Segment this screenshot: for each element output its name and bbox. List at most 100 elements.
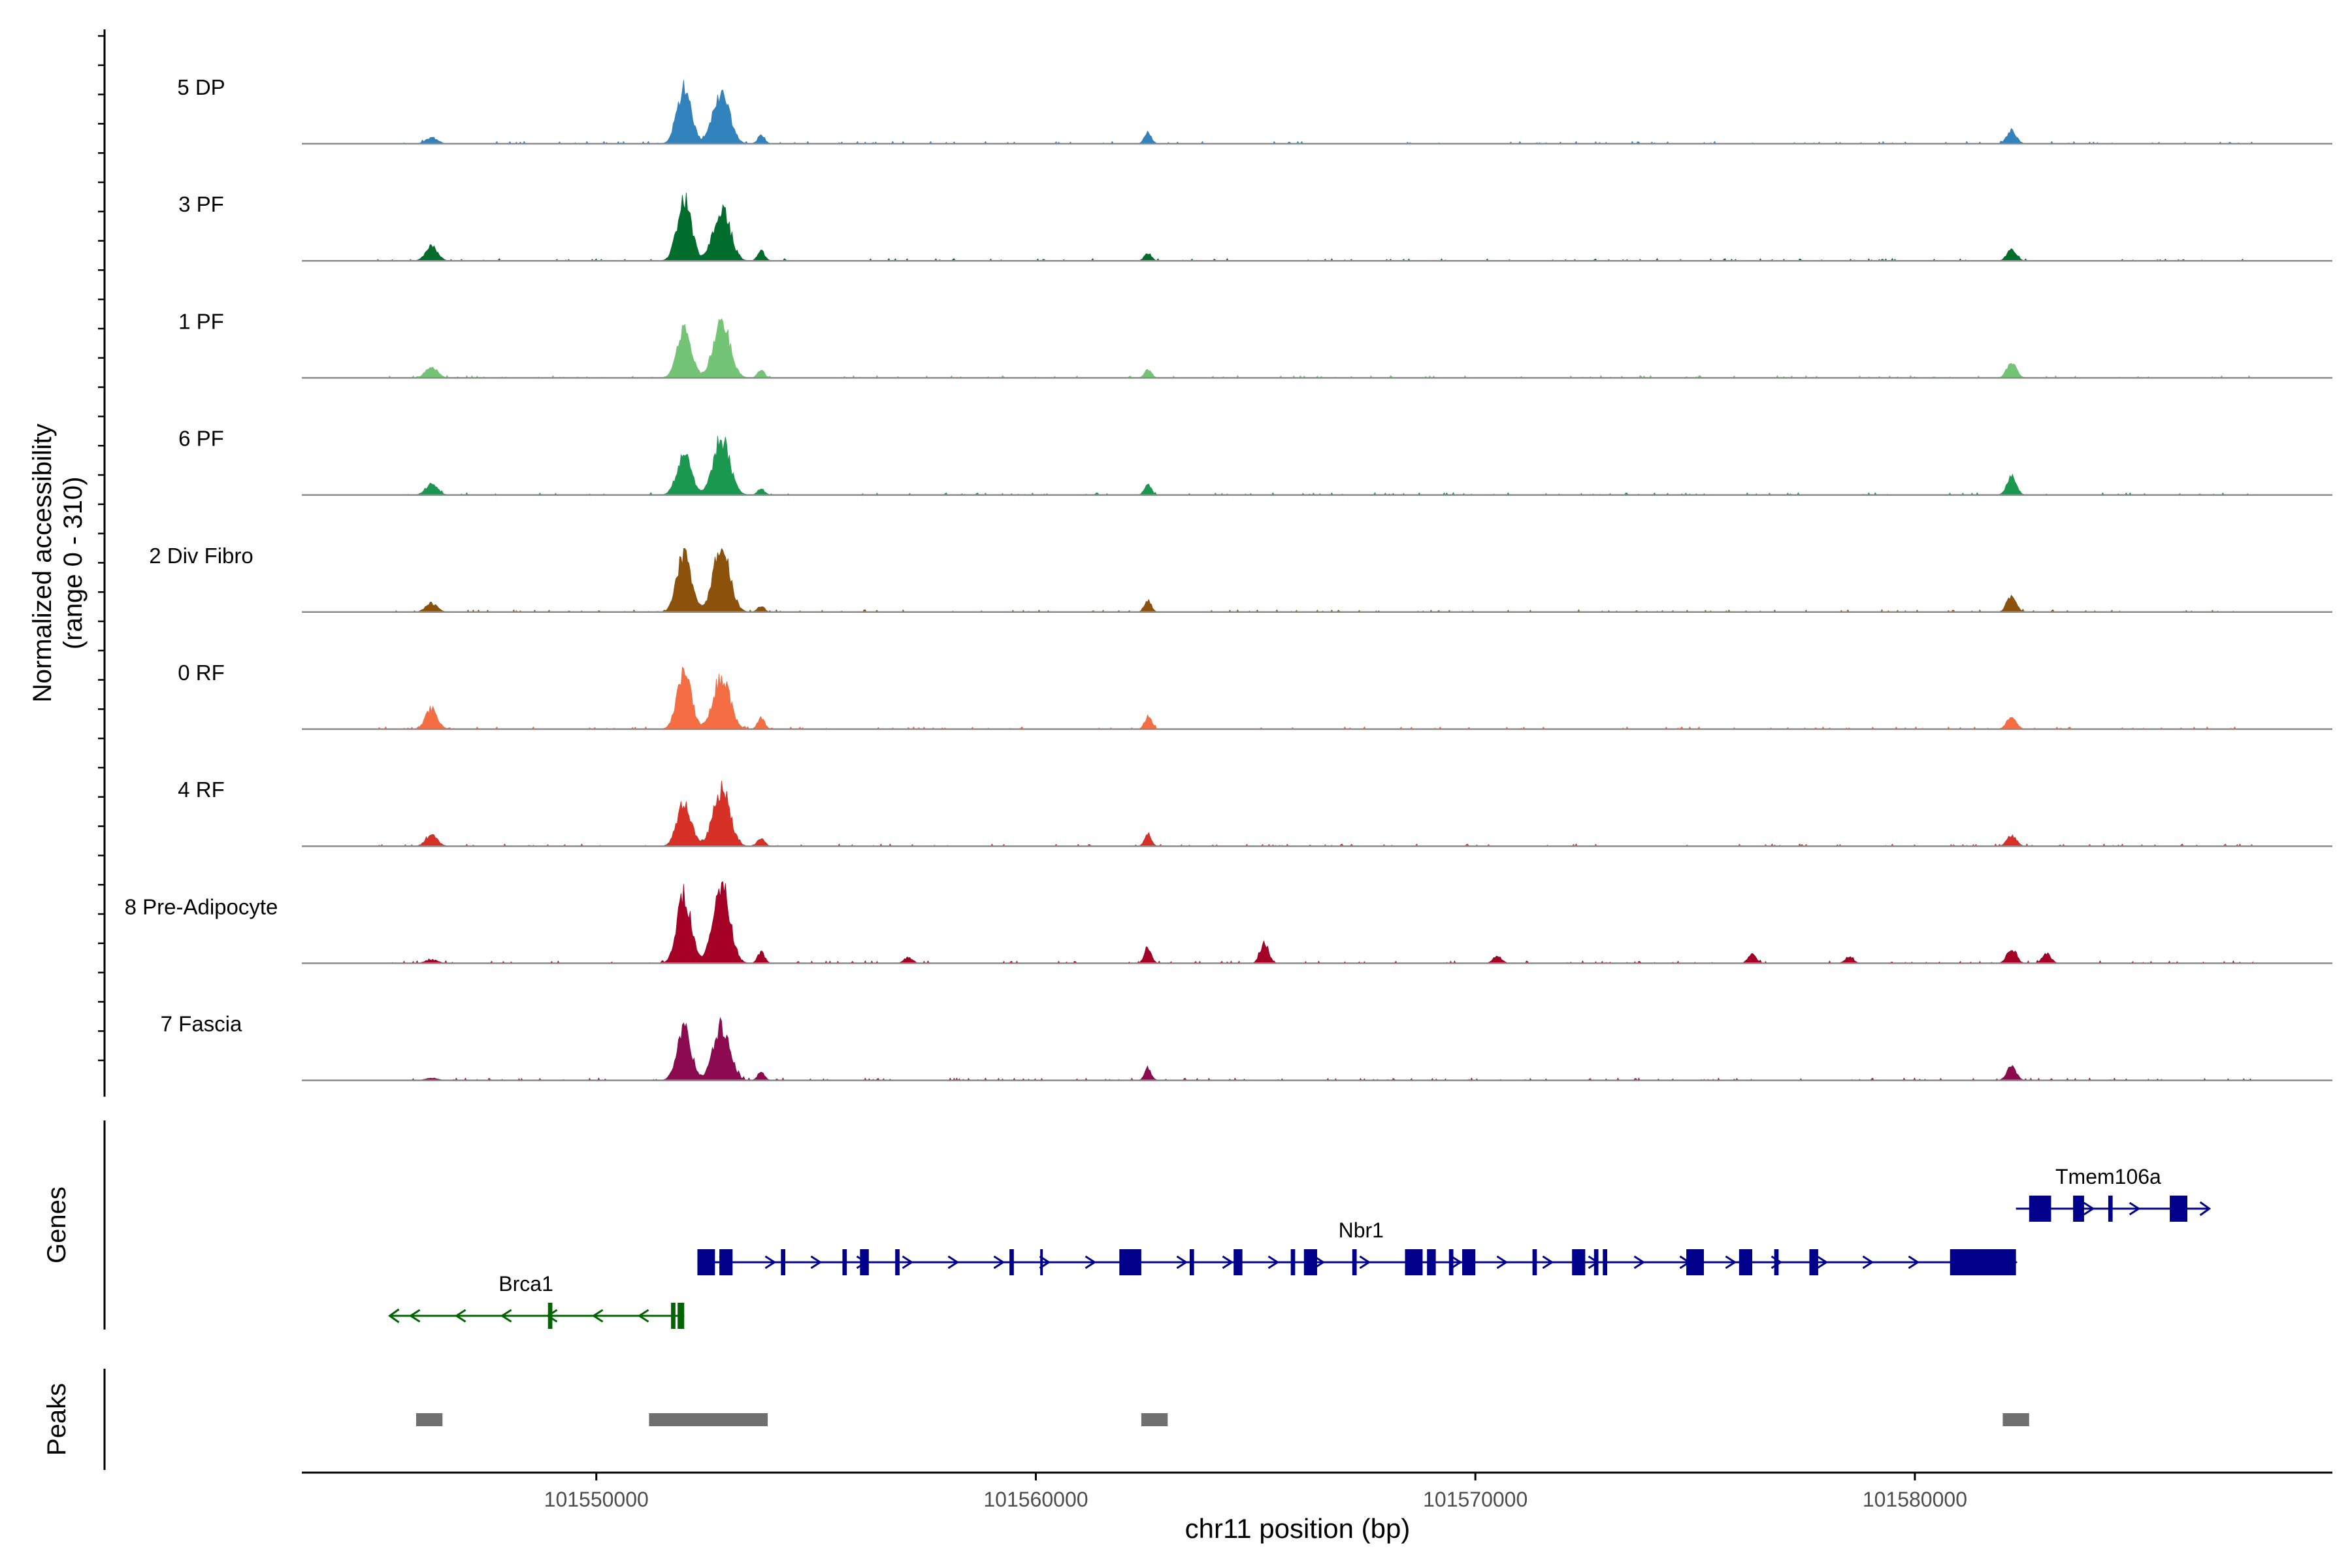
genes-track-label: Genes (42, 1186, 71, 1264)
x-axis-label: chr11 position (bp) (1185, 1513, 1411, 1544)
exon (1119, 1249, 1141, 1275)
peak-region (1141, 1413, 1168, 1426)
coverage-area (376, 881, 2254, 964)
strand-arrow (1267, 1255, 1280, 1269)
strand-arrow (1176, 1255, 1188, 1269)
track-2-div-fibro: 2 Div Fibro (149, 544, 2332, 613)
x-axis: chr11 position (bp) 101550000 101560000 10… (302, 1471, 2332, 1544)
x-tick-label: 101580000 (1863, 1488, 1967, 1511)
exon (1603, 1249, 1607, 1275)
y-axis-label: Normalized accessibility (28, 423, 57, 702)
strand-arrow (947, 1255, 960, 1269)
track-label: 2 Div Fibro (149, 544, 253, 568)
gene-label: Nbr1 (1339, 1218, 1384, 1242)
gene-nbr1: Nbr1 (697, 1218, 2018, 1275)
coverage-area (376, 1017, 2253, 1081)
exon (2170, 1196, 2187, 1222)
coverage-area (376, 547, 2253, 613)
exon (2073, 1196, 2084, 1222)
exon (1593, 1249, 1599, 1275)
y-axis-range-label: (range 0 - 310) (59, 477, 88, 650)
coverage-area (376, 193, 2253, 261)
strand-arrow (454, 1309, 466, 1323)
peaks-track: Peaks (42, 1369, 2029, 1470)
exon (1462, 1249, 1476, 1275)
strand-arrow (1862, 1255, 1874, 1269)
strand-arrow (1633, 1255, 1646, 1269)
exon (1233, 1249, 1243, 1275)
strand-arrow (637, 1309, 649, 1323)
exon (1448, 1249, 1454, 1275)
coverage-tracks: 5 DP 3 PF 1 PF 6 PF 2 Div Fibro 0 RF 4 RF 8 Pre… (125, 75, 2332, 1081)
strand-arrow (1816, 1255, 1829, 1269)
coverage-area (376, 666, 2253, 730)
x-tick-label: 101570000 (1423, 1488, 1527, 1511)
strand-arrow (764, 1255, 777, 1269)
strand-arrow (500, 1309, 512, 1323)
exon (678, 1303, 685, 1329)
x-tick-label: 101550000 (544, 1488, 649, 1511)
peak-region (2002, 1413, 2029, 1426)
exon (1040, 1249, 1043, 1275)
track-0-rf: 0 RF (178, 661, 2332, 730)
exon (1405, 1249, 1423, 1275)
strand-arrow (1450, 1255, 1463, 1269)
track-6-pf: 6 PF (178, 427, 2332, 496)
exon (697, 1249, 715, 1275)
strand-arrow (591, 1309, 604, 1323)
track-label: 5 DP (177, 75, 225, 99)
strand-arrow (1908, 1255, 1920, 1269)
coverage-area (376, 80, 2253, 144)
exon (1352, 1249, 1357, 1275)
gene-tmem106a: Tmem106a (2016, 1165, 2212, 1222)
peak-region (416, 1413, 443, 1426)
strand-arrow (1496, 1255, 1509, 1269)
track-1-pf: 1 PF (178, 309, 2332, 379)
strand-arrow (2199, 1201, 2212, 1217)
gene-label: Brca1 (498, 1272, 553, 1296)
track-7-fascia: 7 Fascia (161, 1012, 2332, 1081)
coverage-area (376, 318, 2253, 379)
exon (1427, 1249, 1436, 1275)
track-label: 6 PF (178, 427, 224, 451)
strand-arrow (1542, 1255, 1554, 1269)
strand-arrow (2129, 1201, 2141, 1216)
strand-arrow (1725, 1255, 1737, 1269)
strand-arrow (1222, 1255, 1234, 1269)
track-label: 0 RF (178, 661, 225, 685)
coverage-area (376, 780, 2253, 847)
strand-arrow (1085, 1255, 1097, 1269)
coverage-area (376, 436, 2253, 496)
strand-arrow (408, 1309, 421, 1323)
gene-brca1: Brca1 (387, 1272, 685, 1329)
peaks-track-label: Peaks (42, 1383, 71, 1456)
track-8-pre-adipocyte: 8 Pre-Adipocyte (125, 881, 2332, 964)
exon (1290, 1249, 1296, 1275)
exon (895, 1249, 900, 1275)
exon (1303, 1249, 1317, 1275)
exon (2108, 1196, 2113, 1222)
strand-arrow (810, 1255, 823, 1269)
exon (1950, 1249, 2016, 1275)
exon (2029, 1196, 2051, 1222)
exon (1774, 1249, 1779, 1275)
exon (1739, 1249, 1752, 1275)
strand-arrow (1313, 1255, 1326, 1269)
strand-arrow (2083, 1201, 2095, 1216)
exon (860, 1249, 869, 1275)
strand-arrow (993, 1255, 1005, 1269)
strand-arrow (1359, 1255, 1371, 1269)
exon (1532, 1249, 1537, 1275)
gene-label: Tmem106a (2055, 1165, 2161, 1188)
exon (671, 1303, 676, 1329)
strand-arrow (387, 1308, 400, 1324)
exon (1572, 1249, 1586, 1275)
track-4-rf: 4 RF (178, 777, 2332, 847)
x-tick-label: 101560000 (983, 1488, 1088, 1511)
track-label: 1 PF (178, 309, 224, 333)
track-label: 3 PF (178, 192, 224, 216)
exon (842, 1249, 847, 1275)
exon (781, 1249, 785, 1275)
track-label: 7 Fascia (161, 1012, 242, 1036)
